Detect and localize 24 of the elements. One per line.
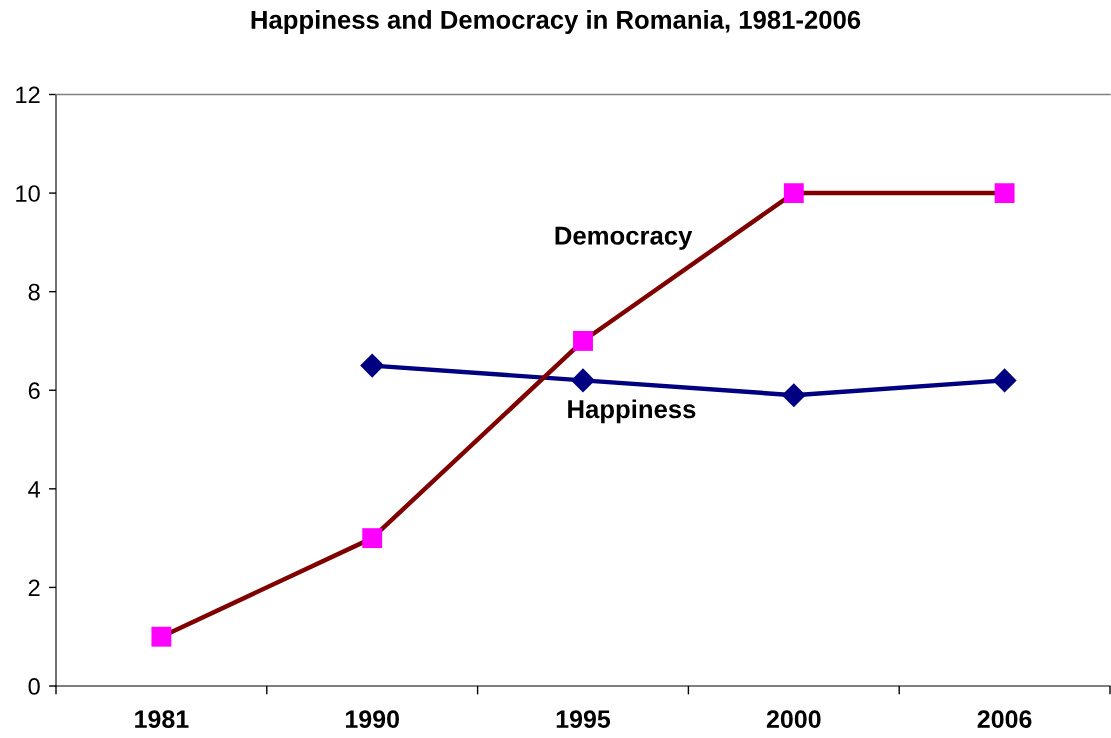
y-tick-label: 4 xyxy=(28,481,41,498)
point xyxy=(781,383,806,408)
chart-title: Happiness and Democracy in Romania, 1981-2006 xyxy=(251,10,861,34)
point xyxy=(573,331,593,351)
x-tick-label: 1995 xyxy=(556,710,611,728)
x-tick-label: 1990 xyxy=(345,710,399,728)
point xyxy=(992,368,1017,393)
x-tick-label: 1981 xyxy=(135,710,189,728)
point xyxy=(151,626,172,647)
y-tick-label: 2 xyxy=(28,579,40,596)
y-tick-label: 8 xyxy=(28,283,40,301)
series-label: Happiness xyxy=(568,399,696,424)
point xyxy=(570,368,596,393)
y-tick-label: 6 xyxy=(28,382,40,400)
x-tick-label: 2000 xyxy=(766,710,821,728)
y-tick-label: 0 xyxy=(28,678,40,695)
series-label: Democracy xyxy=(555,226,693,250)
x-tick-label: 2006 xyxy=(977,710,1032,728)
y-tick-label: 12 xyxy=(16,86,40,104)
point xyxy=(783,183,804,204)
point xyxy=(994,183,1015,204)
y-tick-label: 10 xyxy=(16,185,40,202)
point xyxy=(362,528,383,549)
point xyxy=(360,353,385,378)
